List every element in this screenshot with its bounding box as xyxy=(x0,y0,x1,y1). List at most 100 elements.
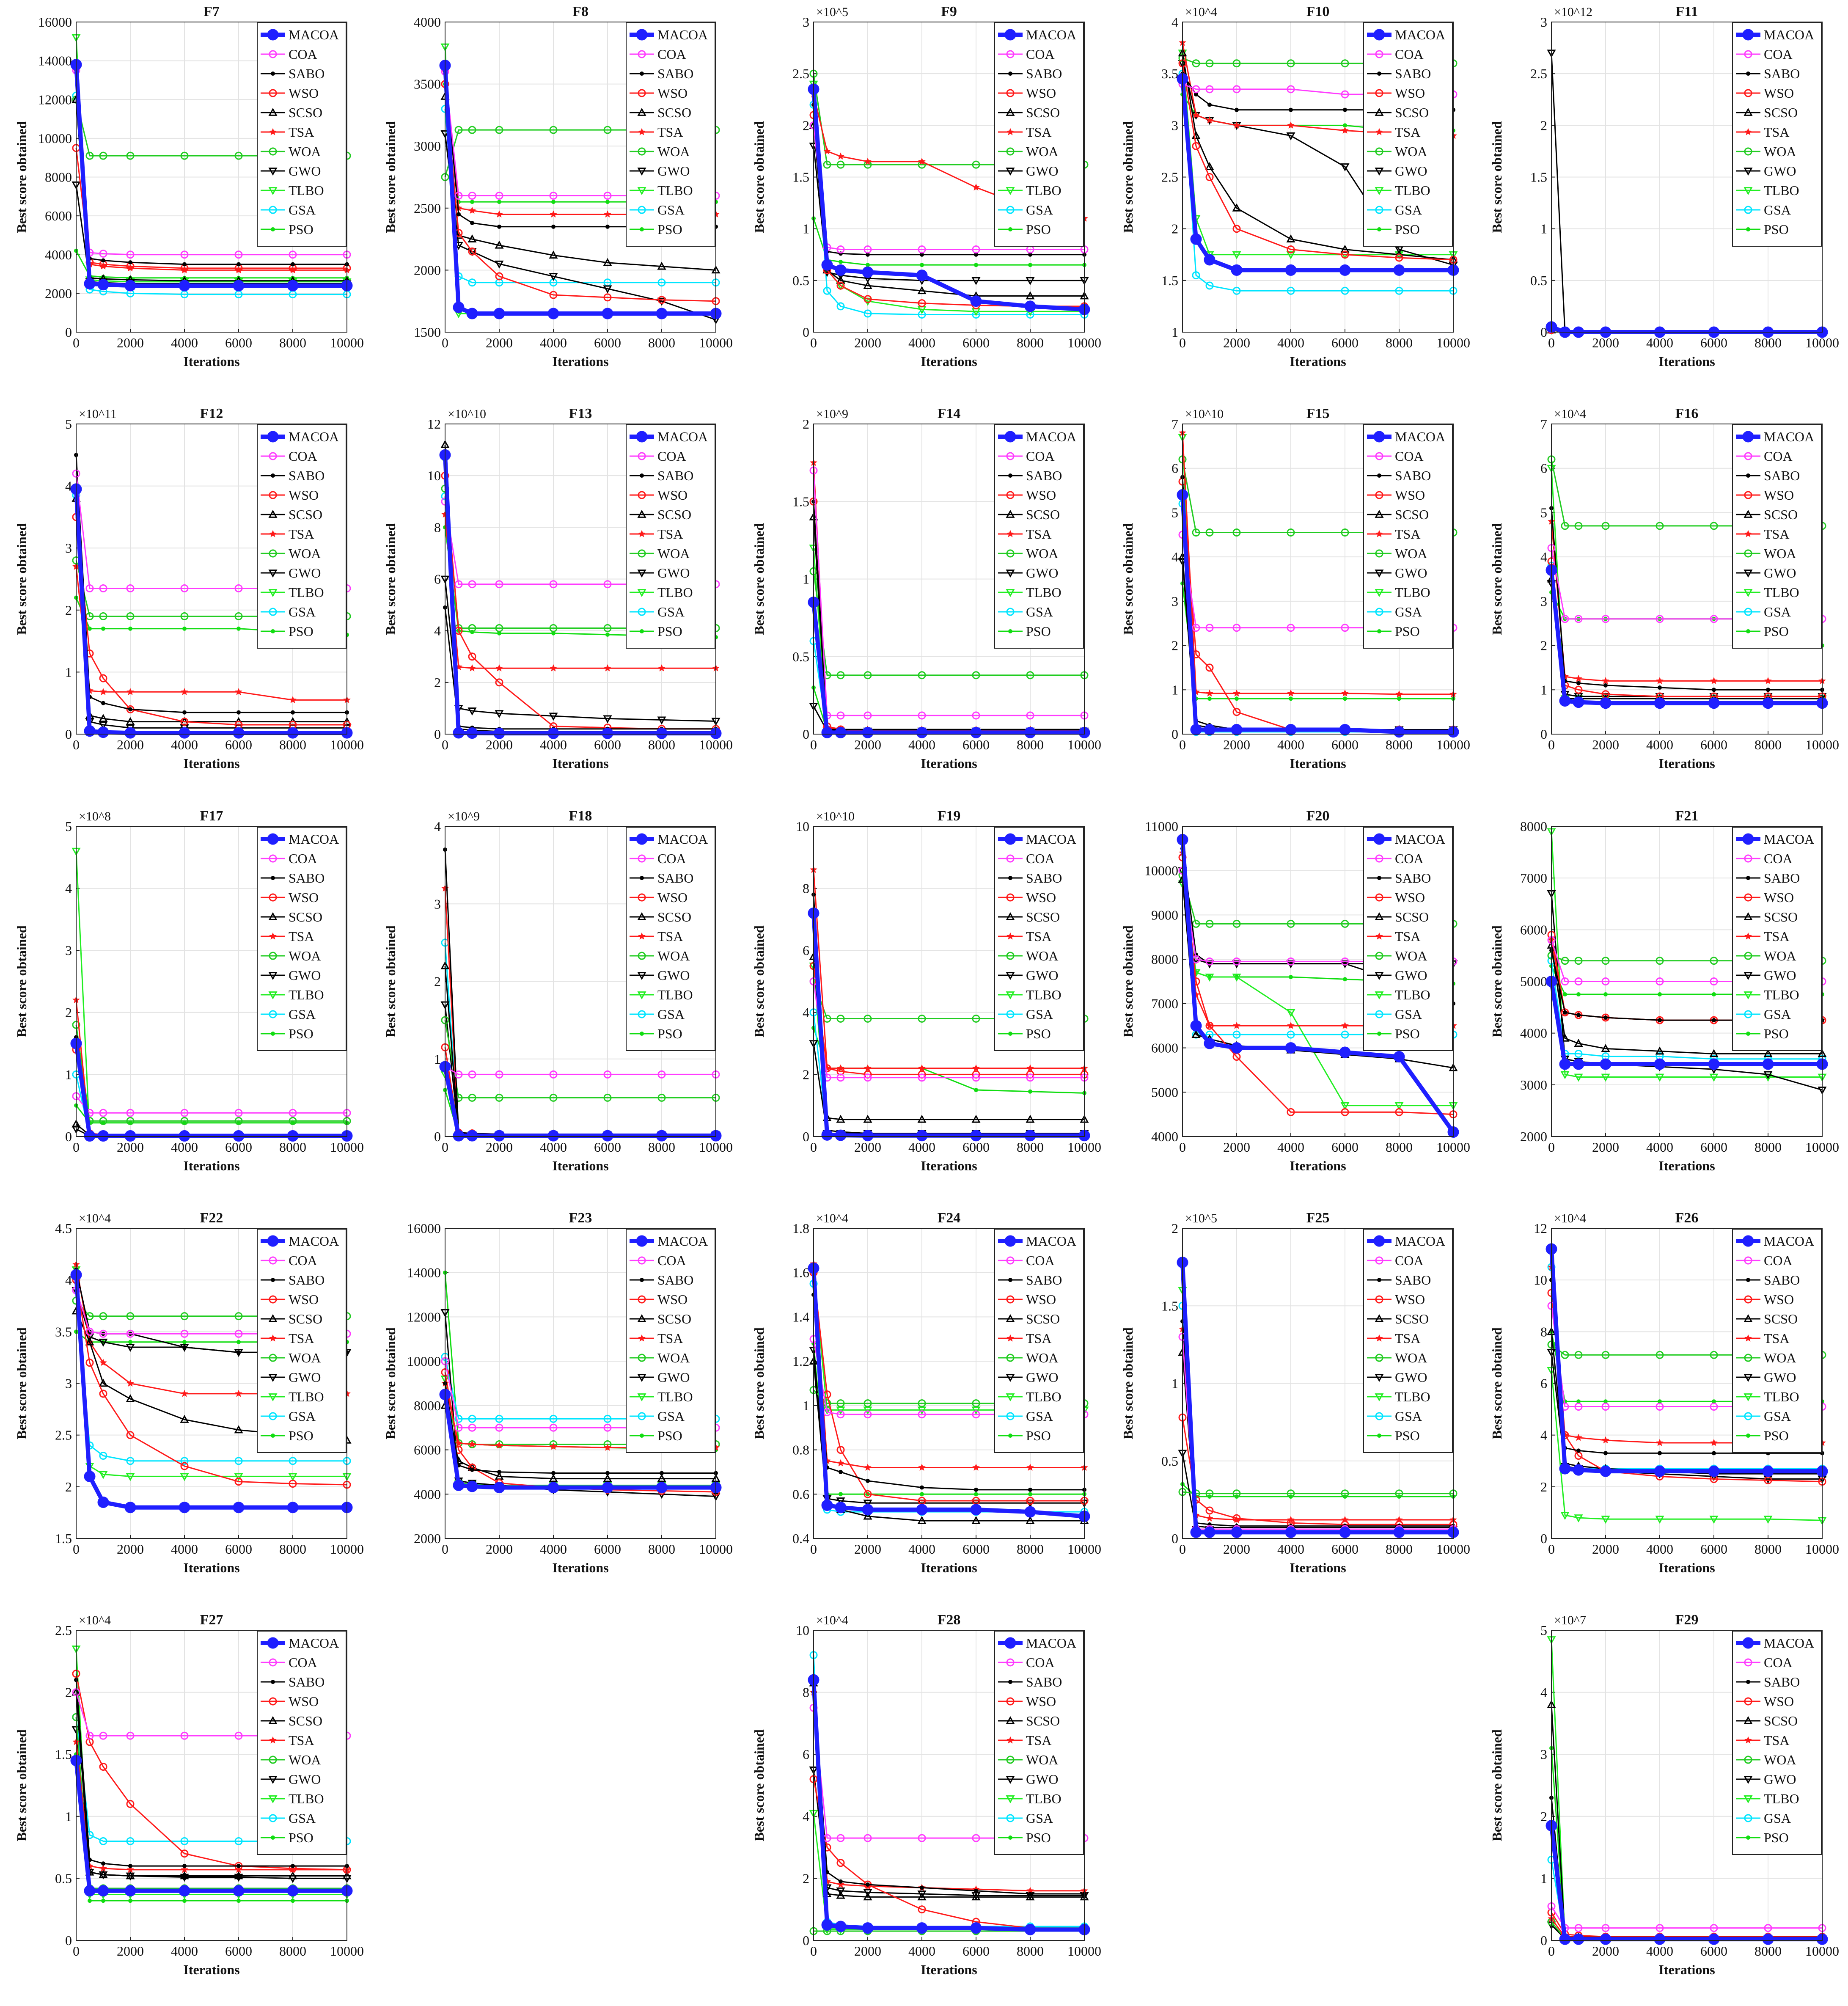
data-point-woa xyxy=(972,1399,980,1408)
chart-title: F17 xyxy=(200,808,223,824)
data-point-wso xyxy=(836,1859,845,1867)
data-point-macoa xyxy=(287,280,299,292)
y-tick-label: 2.5 xyxy=(55,1623,72,1638)
data-point-woa xyxy=(823,160,831,169)
y-tick-label: 3 xyxy=(434,896,441,911)
y-tick-label: 0.6 xyxy=(792,1486,809,1502)
data-point-scso xyxy=(234,1425,243,1434)
data-point-coa xyxy=(1656,615,1664,623)
data-point-macoa xyxy=(1204,254,1216,266)
legend-item: WSO xyxy=(998,1292,1056,1307)
data-point-coa xyxy=(495,580,503,589)
data-point-coa xyxy=(657,1070,666,1079)
series-sabo xyxy=(811,1293,1086,1492)
legend-item: PSO xyxy=(1736,624,1789,639)
legend-item: TSA xyxy=(998,1331,1051,1346)
data-point-macoa xyxy=(821,726,833,738)
data-point-woa xyxy=(1656,1351,1664,1359)
series-line-sabo xyxy=(813,1294,1084,1491)
data-point-sabo xyxy=(866,1882,870,1887)
x-tick-label: 4000 xyxy=(540,1541,567,1557)
data-point-woa xyxy=(1561,522,1569,530)
data-point-coa xyxy=(1601,977,1610,985)
data-point-tsa xyxy=(550,664,557,671)
legend-label: TSA xyxy=(657,124,683,140)
data-point-macoa xyxy=(862,726,874,738)
series-woa xyxy=(809,567,1089,680)
legend-item: WSO xyxy=(1736,1694,1794,1709)
legend-item: COA xyxy=(630,47,686,62)
legend-item: SABO xyxy=(261,468,324,483)
legend-item: WSO xyxy=(261,85,319,101)
data-point-macoa xyxy=(124,280,136,292)
x-tick-label: 4000 xyxy=(540,737,567,752)
legend-item: GWO xyxy=(998,1370,1058,1385)
x-tick-label: 2000 xyxy=(1592,1139,1619,1155)
legend-item: GSA xyxy=(1736,1007,1791,1022)
x-axis-label: Iterations xyxy=(552,756,608,771)
legend-item: WOA xyxy=(630,1350,690,1365)
data-point-scso xyxy=(863,1114,872,1123)
axis-exponent: ×10^5 xyxy=(816,5,848,19)
data-point-gsa xyxy=(549,1414,558,1423)
data-point-pso xyxy=(551,631,556,636)
data-point-tsa xyxy=(1602,1436,1609,1444)
data-point-sabo xyxy=(182,1864,187,1868)
y-tick-label: 6000 xyxy=(1151,1040,1178,1056)
data-point-coa xyxy=(1341,624,1349,632)
x-tick-label: 4000 xyxy=(171,335,198,350)
data-point-scso xyxy=(180,1871,189,1879)
data-point-woa xyxy=(1205,1489,1214,1498)
legend-label: WOA xyxy=(1764,144,1796,159)
data-point-gsa xyxy=(1287,286,1295,295)
legend-label: TSA xyxy=(657,1331,683,1346)
legend-item: COA xyxy=(1736,47,1793,62)
y-tick-label: 9000 xyxy=(1151,907,1178,922)
data-point-sabo xyxy=(236,262,241,267)
data-point-tsa xyxy=(1026,1464,1034,1471)
x-tick-label: 0 xyxy=(810,335,817,350)
data-point-sabo xyxy=(1603,1015,1608,1020)
data-point-macoa xyxy=(233,1502,245,1513)
x-tick-label: 0 xyxy=(442,1139,448,1155)
series-macoa xyxy=(70,1269,353,1513)
y-tick-label: 3 xyxy=(803,14,809,30)
data-point-macoa xyxy=(1600,697,1612,709)
data-point-woa xyxy=(180,1312,189,1321)
chart-title: F16 xyxy=(1675,406,1699,421)
data-point-sabo xyxy=(974,252,978,257)
y-tick-label: 4 xyxy=(1540,1685,1547,1700)
data-point-wso xyxy=(1205,663,1214,672)
legend-item: COA xyxy=(1367,851,1424,866)
legend-item: SCSO xyxy=(261,909,322,925)
legend-item: TLBO xyxy=(998,183,1062,198)
data-point-gwo xyxy=(1340,163,1350,172)
data-point-macoa xyxy=(970,1504,982,1516)
legend-item: TSA xyxy=(630,526,683,542)
y-tick-label: 0.5 xyxy=(792,649,809,664)
x-tick-label: 2000 xyxy=(117,335,144,350)
data-point-macoa xyxy=(453,1130,465,1142)
legend-label: WSO xyxy=(1764,890,1794,905)
axis-exponent: ×10^8 xyxy=(79,809,111,823)
data-point-gsa xyxy=(657,278,666,287)
data-point-gwo xyxy=(99,721,108,730)
data-point-macoa xyxy=(1204,1037,1216,1049)
series-pso xyxy=(74,1752,349,1903)
y-tick-label: 2 xyxy=(434,974,441,989)
x-tick-label: 0 xyxy=(810,1139,817,1155)
data-point-macoa xyxy=(1573,1464,1584,1476)
data-point-gsa xyxy=(99,1837,107,1845)
chart-title: F10 xyxy=(1306,4,1330,19)
data-point-coa xyxy=(918,245,926,254)
legend-item: WSO xyxy=(630,487,688,503)
legend-label: TLBO xyxy=(1764,183,1799,198)
series-line-pso xyxy=(75,250,347,279)
data-point-woa xyxy=(1232,919,1241,928)
legend-label: WSO xyxy=(657,85,688,101)
axis-exponent: ×10^5 xyxy=(1185,1211,1217,1225)
legend-label: SCSO xyxy=(289,1713,322,1728)
data-point-sabo xyxy=(1289,107,1293,112)
data-point-pso xyxy=(1207,696,1212,701)
